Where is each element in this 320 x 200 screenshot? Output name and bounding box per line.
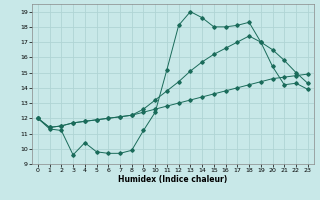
X-axis label: Humidex (Indice chaleur): Humidex (Indice chaleur) [118,175,228,184]
